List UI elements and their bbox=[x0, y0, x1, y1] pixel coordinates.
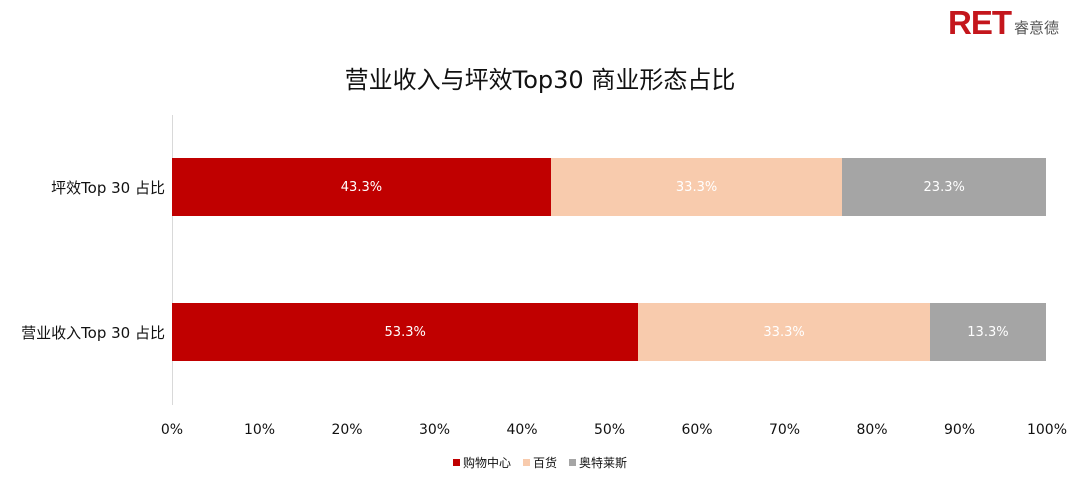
bar-segment: 53.3% bbox=[172, 303, 639, 361]
legend-label: 购物中心 bbox=[462, 456, 511, 470]
logo: RET 睿意德 bbox=[948, 4, 1060, 41]
x-tick-label: 30% bbox=[418, 422, 451, 438]
bar-segment: 43.3% bbox=[172, 158, 551, 216]
x-tick-label: 60% bbox=[681, 422, 713, 438]
bar-segment: 33.3% bbox=[638, 303, 930, 361]
bar-segment: 33.3% bbox=[550, 158, 843, 216]
bar-segment: 23.3% bbox=[842, 158, 1047, 216]
legend-label: 百货 bbox=[532, 456, 557, 470]
x-tick-label: 0% bbox=[160, 422, 184, 438]
x-tick-label: 20% bbox=[331, 422, 363, 438]
y-axis-line bbox=[172, 115, 173, 405]
category-label: 坪效Top 30 占比 bbox=[51, 179, 165, 197]
legend-item: 购物中心 bbox=[452, 454, 511, 471]
legend-swatch bbox=[452, 459, 460, 466]
x-tick-label: 50% bbox=[593, 422, 626, 438]
legend-label: 奥特莱斯 bbox=[579, 456, 628, 470]
x-tick-label: 100% bbox=[1026, 422, 1068, 438]
x-tick-label: 90% bbox=[943, 422, 976, 438]
x-tick-label: 70% bbox=[768, 422, 801, 438]
x-tick-label: 80% bbox=[856, 422, 888, 438]
bar-segment: 13.3% bbox=[929, 303, 1047, 361]
legend: 购物中心 百货 奥特莱斯 bbox=[0, 454, 1080, 471]
legend-item: 奥特莱斯 bbox=[569, 454, 627, 471]
legend-swatch bbox=[569, 459, 576, 466]
category-label: 营业收入Top 30 占比 bbox=[21, 324, 165, 342]
x-tick-label: 40% bbox=[506, 422, 538, 438]
legend-swatch bbox=[522, 459, 530, 466]
logo-cn: 睿意德 bbox=[1014, 19, 1060, 37]
x-tick-label: 10% bbox=[243, 422, 276, 438]
logo-brand: RET bbox=[948, 4, 1012, 41]
chart-title: 营业收入与坪效Top30 商业形态占比 bbox=[344, 66, 736, 94]
legend-item: 百货 bbox=[522, 454, 557, 471]
